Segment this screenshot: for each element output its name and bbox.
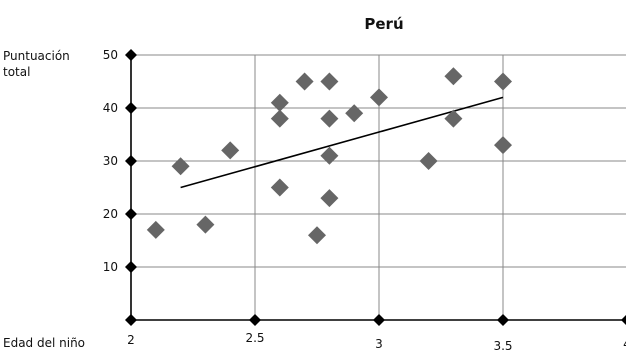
- data-point: [320, 72, 339, 91]
- data-point: [370, 88, 388, 107]
- x-axis-marker: [497, 314, 509, 326]
- data-point: [494, 136, 512, 155]
- y-tick-label: 10: [103, 260, 118, 274]
- y-axis-marker: [125, 155, 137, 167]
- data-point: [270, 178, 289, 197]
- y-axis-marker: [125, 261, 137, 273]
- y-tick-label: 40: [103, 101, 118, 115]
- data-point: [444, 109, 463, 128]
- data-point: [295, 72, 314, 91]
- data-point: [444, 67, 463, 86]
- x-tick-label: 3.5: [493, 339, 512, 351]
- trendline: [180, 96, 504, 189]
- data-point: [419, 152, 438, 170]
- axis-markers: [125, 49, 626, 326]
- data-point: [270, 109, 289, 128]
- trendline-group: [180, 96, 504, 189]
- data-point: [494, 72, 512, 91]
- x-axis-marker: [249, 314, 261, 326]
- x-tick-label: 3: [375, 337, 383, 351]
- y-axis-label-line2: total: [3, 65, 30, 79]
- chart-title: Perú: [364, 15, 403, 33]
- x-tick-label: 4: [623, 337, 626, 351]
- y-tick-label: 30: [103, 154, 118, 168]
- x-axis-marker: [125, 314, 137, 326]
- data-point: [320, 146, 339, 165]
- data-point: [345, 104, 364, 123]
- x-tick-label: 2: [127, 333, 135, 347]
- data-point: [146, 220, 165, 239]
- y-axis-marker: [125, 49, 137, 61]
- data-point: [196, 215, 215, 234]
- x-tick-label: 2.5: [245, 331, 264, 345]
- data-point: [221, 141, 240, 160]
- data-points: [146, 67, 512, 245]
- tick-labels: 2 2.5 3 3.5 4 10 20 30 40 50: [103, 48, 626, 351]
- data-point: [308, 226, 326, 245]
- x-axis-marker: [621, 315, 626, 325]
- y-axis-label-line1: Puntuación: [3, 49, 70, 63]
- data-point: [320, 189, 339, 208]
- data-point: [171, 157, 190, 176]
- y-axis-marker: [125, 208, 137, 220]
- x-axis-marker: [373, 314, 385, 326]
- data-point: [320, 109, 339, 128]
- y-axis-marker: [125, 102, 137, 114]
- data-point: [270, 93, 289, 112]
- x-axis-label: Edad del niño: [3, 336, 85, 350]
- y-tick-label: 50: [103, 48, 118, 62]
- y-tick-label: 20: [103, 207, 118, 221]
